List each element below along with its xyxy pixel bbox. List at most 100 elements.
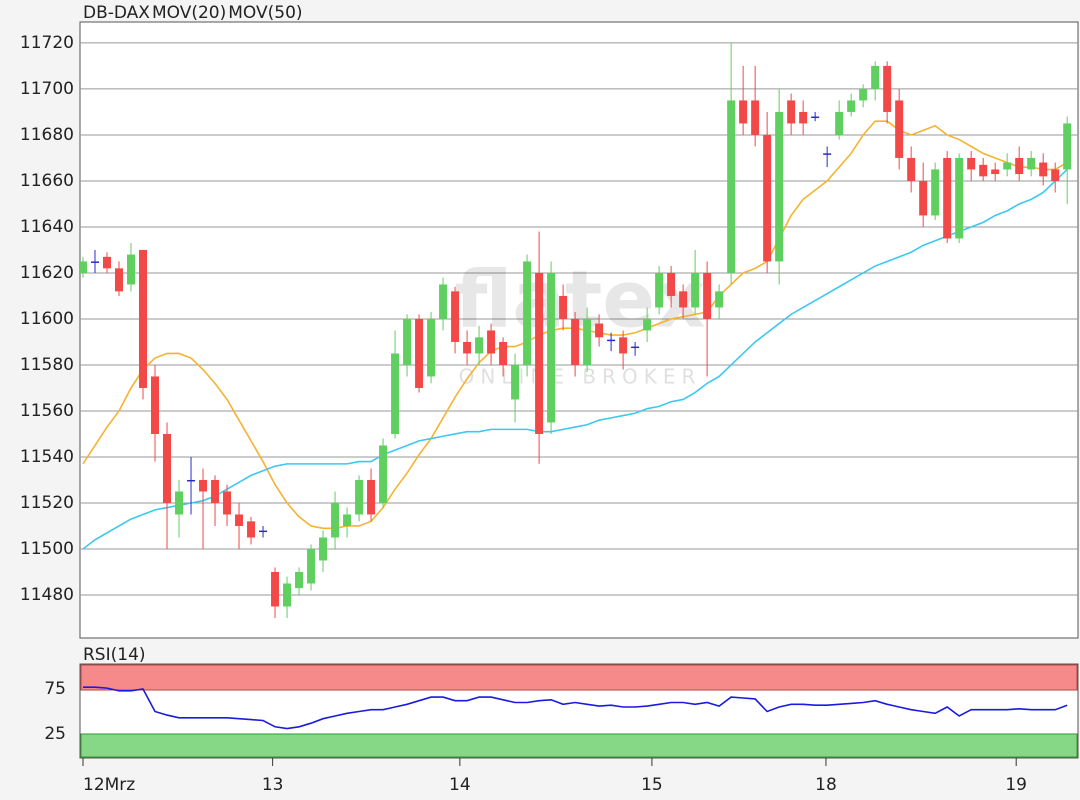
y-tick-label: 11680 (20, 125, 74, 145)
candle-body (271, 571, 280, 607)
candle-body (223, 491, 232, 515)
candle-body (79, 261, 88, 273)
candle-body (463, 341, 472, 354)
candle-body (751, 100, 760, 135)
candle-body (943, 157, 952, 239)
y-tick-label: 11480 (20, 585, 74, 605)
candle-body (331, 502, 340, 538)
y-tick-label: 11560 (20, 401, 74, 421)
candle-body (835, 111, 844, 135)
candle-body (283, 583, 292, 607)
candle-body (235, 514, 244, 526)
candle-body (343, 514, 352, 526)
candle-body (763, 134, 772, 262)
candle-body (619, 337, 628, 354)
candle-body (91, 261, 100, 263)
candle-body (895, 100, 904, 158)
legend-entry: MOV(20) (152, 3, 226, 23)
y-tick-label: 11520 (20, 493, 74, 513)
candle-body (691, 272, 700, 308)
candle-body (991, 169, 1000, 175)
candle-body (259, 530, 268, 533)
candle-body (547, 272, 556, 423)
candle-body (739, 100, 748, 124)
candle-body (1051, 169, 1060, 181)
candle-body (955, 157, 964, 239)
x-tick-label: 12Mrz (83, 775, 135, 795)
candle-body (667, 272, 676, 296)
x-tick-label: 19 (1005, 775, 1027, 795)
candle-body (571, 318, 580, 365)
candle-body (607, 339, 616, 342)
candle-body (127, 254, 136, 285)
y-tick-label: 11640 (20, 217, 74, 237)
candle-body (679, 291, 688, 308)
candle-body (931, 169, 940, 216)
candle-body (715, 291, 724, 308)
candle-body (655, 272, 664, 308)
candle-body (319, 537, 328, 561)
candle-body (811, 116, 820, 119)
line (82, 168, 1068, 550)
candle-body (631, 346, 640, 349)
y-tick-label: 11540 (20, 447, 74, 467)
y-tick-label: 11660 (20, 171, 74, 191)
candle-body (847, 100, 856, 112)
candle-body (859, 88, 868, 101)
candle-body (355, 479, 364, 515)
candle-body (595, 323, 604, 338)
candle-body (1039, 162, 1048, 177)
candle-body (523, 261, 532, 365)
candle-body (535, 272, 544, 434)
candle-body (799, 111, 808, 124)
candle-body (475, 337, 484, 354)
candle-body (511, 364, 520, 400)
candle-body (487, 330, 496, 354)
y-tick-label: 11720 (20, 33, 74, 53)
legend-entry: DB-DAX (83, 3, 150, 23)
candle-body (883, 65, 892, 112)
watermark-sub: ONLINE BROKER (459, 365, 702, 389)
candle-body (871, 65, 880, 89)
candle-body (979, 164, 988, 177)
candle-body (379, 445, 388, 503)
x-tick-label: 15 (641, 775, 663, 795)
candle-body (775, 111, 784, 262)
candle-body (103, 256, 112, 269)
candle-body (823, 153, 832, 155)
candle-body (499, 341, 508, 365)
candle-body (967, 157, 976, 170)
candle-body (451, 291, 460, 342)
candle-body (151, 376, 160, 434)
candle-body (703, 272, 712, 319)
legend-entry: RSI(14) (83, 645, 146, 665)
line (83, 686, 1068, 730)
y-tick-label: 25 (44, 724, 66, 744)
candle-body (787, 100, 796, 124)
candle-body (211, 479, 220, 503)
y-tick-label: 11500 (20, 539, 74, 559)
overbought-band (80, 664, 1078, 691)
candle-body (139, 249, 148, 388)
candle-body (391, 353, 400, 434)
candle-body (295, 571, 304, 589)
y-tick-label: 11620 (20, 263, 74, 283)
candle-body (307, 548, 316, 584)
x-tick-label: 18 (815, 775, 837, 795)
candle-body (175, 491, 184, 515)
candle-body (163, 433, 172, 503)
legend-entry: MOV(50) (228, 3, 302, 23)
candle-body (247, 521, 256, 538)
candle-body (415, 318, 424, 388)
candle-body (919, 180, 928, 216)
candle-body (115, 268, 124, 292)
y-tick-label: 11600 (20, 309, 74, 329)
watermark: flatex (455, 255, 706, 345)
candle-body (727, 100, 736, 273)
x-tick-label: 13 (262, 775, 284, 795)
candle-body (907, 157, 916, 181)
candle-body (1015, 157, 1024, 175)
candle-body (403, 318, 412, 365)
y-tick-label: 11700 (20, 79, 74, 99)
